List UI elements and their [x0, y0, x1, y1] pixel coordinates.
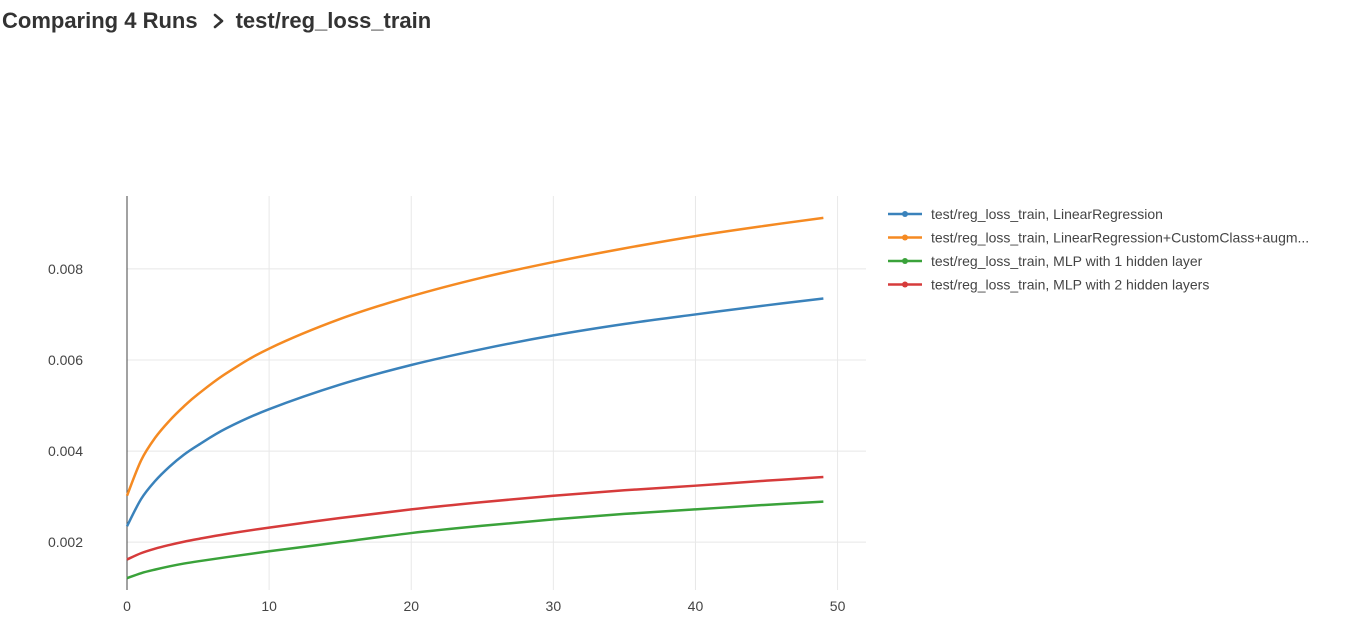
y-tick-label: 0.008	[48, 261, 83, 277]
y-tick-label: 0.006	[48, 352, 83, 368]
series-line-2[interactable]	[125, 216, 824, 497]
grid	[127, 196, 866, 590]
y-tick-label: 0.004	[48, 443, 83, 459]
legend-item-1[interactable]: test/reg_loss_train, LinearRegression	[888, 206, 1163, 222]
x-tick-label: 10	[261, 598, 277, 614]
legend-label: test/reg_loss_train, LinearRegression	[931, 206, 1163, 222]
legend-item-4[interactable]: test/reg_loss_train, MLP with 2 hidden l…	[888, 277, 1209, 293]
legend: test/reg_loss_train, LinearRegression tes…	[888, 206, 1309, 293]
chevron-right-icon	[213, 13, 223, 29]
legend-marker	[902, 211, 908, 217]
series-line-3[interactable]	[126, 500, 824, 580]
axes: 0 10 20 30 40 50 0.002 0.004 0.006 0.008	[48, 196, 846, 614]
legend-item-3[interactable]: test/reg_loss_train, MLP with 1 hidden l…	[888, 253, 1203, 269]
legend-label: test/reg_loss_train, MLP with 1 hidden l…	[931, 253, 1203, 269]
legend-label: test/reg_loss_train, LinearRegression+Cu…	[931, 230, 1309, 246]
breadcrumb: Comparing 4 Runs test/reg_loss_train	[2, 8, 431, 34]
x-tick-label: 50	[830, 598, 846, 614]
x-tick-label: 40	[688, 598, 704, 614]
page-title: test/reg_loss_train	[235, 8, 432, 33]
x-tick-label: 30	[546, 598, 562, 614]
legend-marker	[902, 258, 908, 264]
series-line-1[interactable]	[125, 297, 824, 527]
breadcrumb-parent-link[interactable]: Comparing 4 Runs	[2, 8, 198, 33]
y-tick-label: 0.002	[48, 534, 83, 550]
legend-label: test/reg_loss_train, MLP with 2 hidden l…	[931, 277, 1209, 293]
x-tick-label: 0	[123, 598, 131, 614]
series-line-4[interactable]	[126, 475, 824, 561]
plot-area[interactable]	[125, 216, 824, 580]
legend-marker	[902, 234, 908, 241]
x-tick-label: 20	[403, 598, 419, 614]
legend-marker	[902, 281, 908, 288]
legend-item-2[interactable]: test/reg_loss_train, LinearRegression+Cu…	[888, 230, 1309, 246]
